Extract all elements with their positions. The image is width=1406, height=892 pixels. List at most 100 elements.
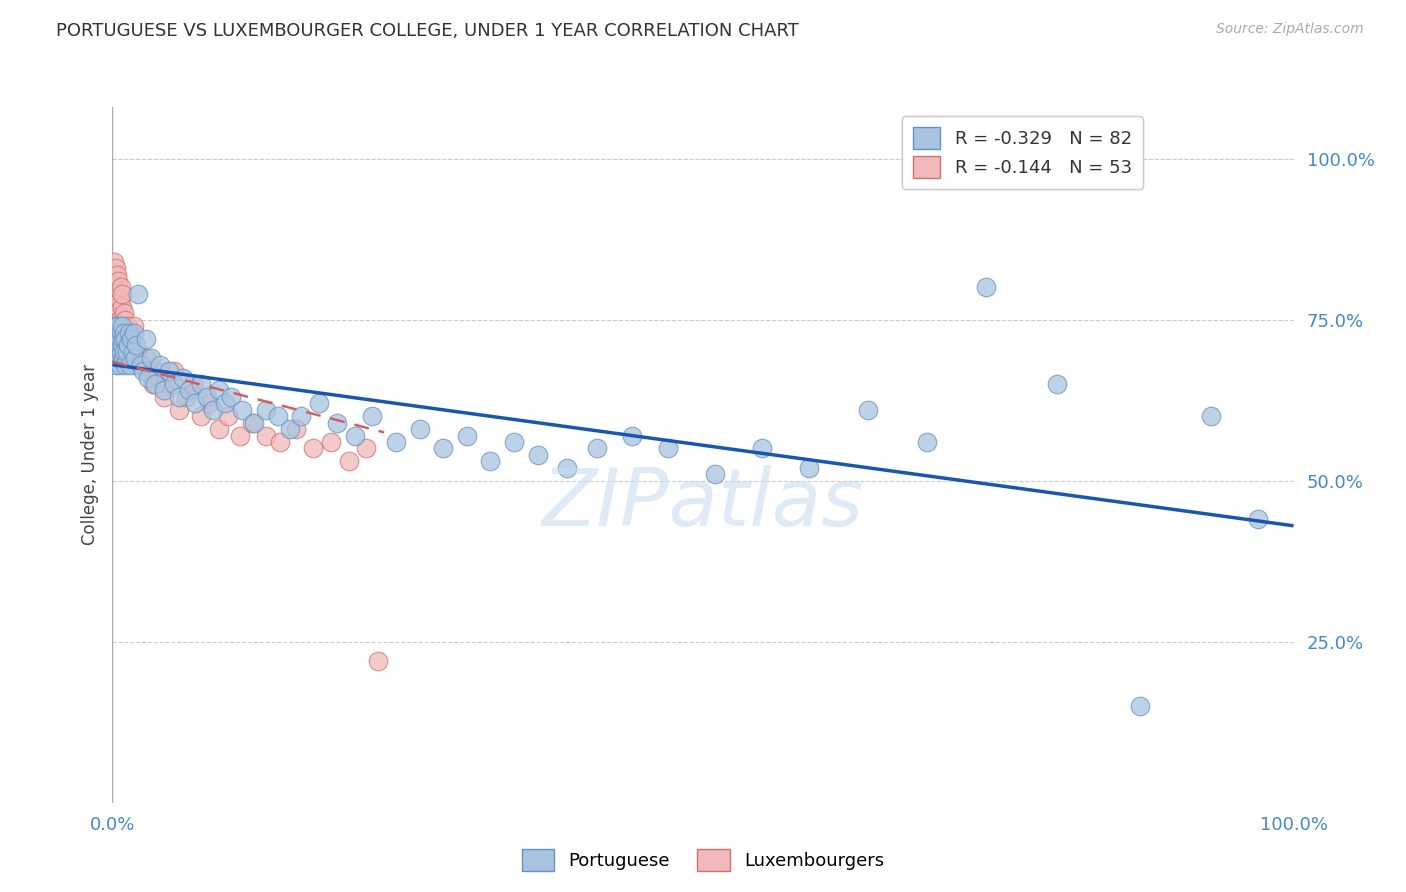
- Y-axis label: College, Under 1 year: College, Under 1 year: [80, 364, 98, 546]
- Point: [112, 326, 135, 340]
- Point: [214, 396, 236, 410]
- Legend: R = -0.329   N = 82, R = -0.144   N = 53: R = -0.329 N = 82, R = -0.144 N = 53: [903, 116, 1143, 189]
- Point: [1199, 409, 1222, 424]
- Point: [118, 326, 141, 340]
- Point: [167, 390, 190, 404]
- Point: [858, 402, 880, 417]
- Point: [799, 460, 821, 475]
- Point: [127, 344, 149, 359]
- Point: [105, 338, 128, 352]
- Point: [231, 402, 253, 417]
- Point: [111, 286, 134, 301]
- Point: [105, 261, 128, 276]
- Point: [179, 384, 201, 398]
- Point: [104, 344, 127, 359]
- Point: [284, 422, 307, 436]
- Point: [105, 268, 128, 282]
- Point: [190, 409, 212, 424]
- Point: [108, 293, 131, 308]
- Point: [120, 332, 142, 346]
- Point: [208, 384, 231, 398]
- Point: [141, 351, 163, 366]
- Point: [367, 654, 389, 668]
- Point: [111, 338, 134, 352]
- Point: [110, 326, 132, 340]
- Point: [105, 332, 128, 346]
- Point: [269, 435, 291, 450]
- Point: [1046, 377, 1069, 392]
- Point: [149, 358, 172, 372]
- Point: [121, 344, 143, 359]
- Point: [585, 442, 607, 456]
- Point: [181, 377, 204, 392]
- Point: [1247, 512, 1270, 526]
- Point: [125, 358, 148, 372]
- Point: [129, 358, 152, 372]
- Point: [103, 254, 125, 268]
- Point: [243, 416, 266, 430]
- Point: [153, 384, 176, 398]
- Point: [104, 319, 127, 334]
- Point: [184, 396, 207, 410]
- Point: [105, 358, 128, 372]
- Point: [131, 358, 153, 372]
- Point: [149, 370, 172, 384]
- Point: [107, 300, 129, 314]
- Point: [278, 422, 301, 436]
- Point: [120, 338, 142, 352]
- Point: [142, 377, 165, 392]
- Point: [657, 442, 679, 456]
- Point: [112, 344, 135, 359]
- Point: [229, 428, 252, 442]
- Point: [122, 319, 145, 334]
- Point: [110, 280, 132, 294]
- Point: [167, 402, 190, 417]
- Point: [122, 326, 145, 340]
- Point: [172, 370, 194, 384]
- Point: [195, 390, 218, 404]
- Point: [254, 428, 277, 442]
- Point: [115, 332, 138, 346]
- Point: [479, 454, 502, 468]
- Point: [385, 435, 408, 450]
- Point: [361, 409, 384, 424]
- Point: [114, 332, 136, 346]
- Point: [125, 338, 148, 352]
- Point: [105, 326, 128, 340]
- Point: [254, 402, 277, 417]
- Point: [103, 326, 125, 340]
- Point: [319, 435, 342, 450]
- Point: [104, 293, 127, 308]
- Point: [163, 377, 186, 392]
- Point: [703, 467, 725, 482]
- Point: [114, 358, 136, 372]
- Point: [976, 280, 998, 294]
- Point: [127, 286, 149, 301]
- Point: [343, 428, 366, 442]
- Point: [112, 332, 135, 346]
- Point: [135, 332, 157, 346]
- Point: [105, 286, 128, 301]
- Point: [219, 390, 242, 404]
- Point: [107, 351, 129, 366]
- Point: [107, 274, 129, 288]
- Point: [143, 377, 166, 392]
- Point: [136, 370, 159, 384]
- Point: [456, 428, 478, 442]
- Point: [104, 280, 127, 294]
- Point: [1129, 699, 1152, 714]
- Point: [153, 390, 176, 404]
- Point: [201, 402, 224, 417]
- Point: [117, 338, 139, 352]
- Point: [526, 448, 548, 462]
- Point: [114, 312, 136, 326]
- Text: Source: ZipAtlas.com: Source: ZipAtlas.com: [1216, 22, 1364, 37]
- Point: [308, 396, 330, 410]
- Point: [503, 435, 526, 450]
- Point: [555, 460, 578, 475]
- Point: [408, 422, 430, 436]
- Point: [917, 435, 939, 450]
- Point: [117, 319, 139, 334]
- Point: [267, 409, 290, 424]
- Point: [107, 319, 129, 334]
